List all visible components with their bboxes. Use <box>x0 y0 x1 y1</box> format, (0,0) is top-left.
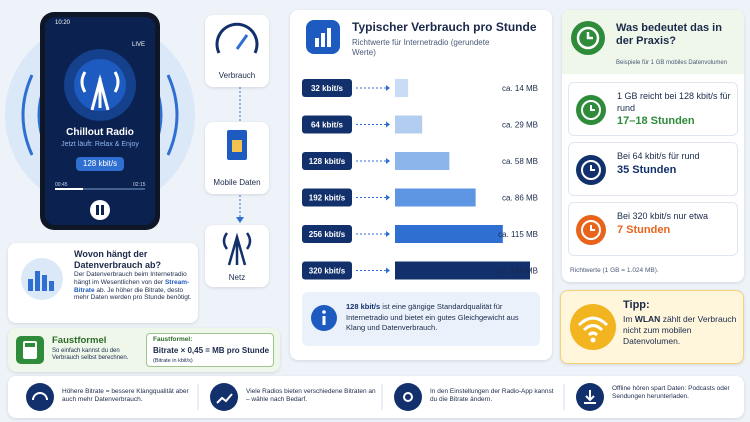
text: ab. Je höher die Bitrate, desto mehr Dat… <box>74 286 192 302</box>
flow-card: Netz <box>205 225 269 287</box>
flow-label: Netz <box>228 273 246 282</box>
now-playing: Jetzt läuft: Relax & Enjoy <box>61 141 139 148</box>
practice-text: Bei 64 kbit/s für rund 35 Stunden <box>617 151 735 177</box>
info-bold: 128 kbit/s <box>346 302 381 311</box>
flow-card: Verbrauch <box>205 15 269 87</box>
arrow-head <box>386 121 390 128</box>
tip-card: Tipp: Im WLAN zählt der Verbrauch nicht … <box>560 290 744 364</box>
rate-pill <box>302 115 352 134</box>
bottom-text: In den Einstellungen der Radio-App kanns… <box>430 388 554 403</box>
clock-icon <box>576 155 606 185</box>
text: Der Datenverbrauch beim Internetradio hä… <box>74 271 187 286</box>
practice-highlight: 35 Stunden <box>617 163 677 176</box>
practice-highlight: 7 Stunden <box>617 223 671 236</box>
practice-title: Was bedeutet das in der Praxis? <box>616 22 722 48</box>
bar <box>395 261 530 280</box>
usage-bars: 32 kbit/s ca. 14 MB 64 kbit/s ca. 29 MB 128 … <box>302 79 538 280</box>
value-label: ca. 86 MB <box>502 194 538 203</box>
time-total: 02:15 <box>133 182 146 188</box>
bar <box>395 225 503 243</box>
arrow-head <box>386 267 390 274</box>
rate-label: 128 kbit/s <box>309 157 346 166</box>
tip-title: Tipp: <box>623 299 650 311</box>
practice-item: Bei 320 kbit/s nur etwa 7 Stunden <box>568 202 738 256</box>
formula-box-title: Faustformel: <box>153 336 193 343</box>
rate-pill <box>302 261 352 280</box>
flow-connectors <box>236 87 244 223</box>
formula-card: Faustformel So einfach kannst du den Ver… <box>8 328 280 372</box>
clock-icon <box>576 95 606 125</box>
flow-label: Mobile Daten <box>213 178 261 187</box>
text: Bei 320 kbit/s nur etwa <box>617 211 709 221</box>
formula-equation: Bitrate × 0,45 = MB pro Stunde <box>153 346 270 355</box>
rate-pill <box>302 188 352 207</box>
formula-note: (Bitrate in kbit/s) <box>153 358 193 364</box>
live-badge: LIVE <box>132 42 146 48</box>
flow-label: Verbrauch <box>218 71 256 80</box>
rate-pill <box>302 79 352 97</box>
bitrate-pill: 128 kbit/s <box>76 157 124 171</box>
text: ist eine gängige Standardqualität für In… <box>346 302 519 332</box>
clock-icon <box>576 215 606 245</box>
phone-illustration <box>5 12 195 230</box>
depends-card: Wovon hängt der Datenverbrauch ab? Der D… <box>8 243 198 323</box>
usage-card: Typischer Verbrauch pro Stunde Richtwert… <box>290 10 552 360</box>
formula-text: So einfach kannst du den Verbrauch selbs… <box>52 348 129 362</box>
practice-highlight: 17–18 Stunden <box>617 115 695 128</box>
bottom-text: Offline hören spart Daten: Podcasts oder… <box>612 385 730 400</box>
usage-subtitle: Richtwerte für Internetradio (gerundete … <box>352 38 490 57</box>
practice-subtitle: Beispiele für 1 GB mobiles Datenvolumen <box>616 60 728 66</box>
depends-title: Wovon hängt der Datenverbrauch ab? <box>74 249 162 270</box>
tip-text: Im WLAN zählt der Verbrauch nicht zum mo… <box>623 314 741 347</box>
value-label: ca. 115 MB <box>498 230 538 239</box>
rate-label: 192 kbit/s <box>309 194 346 203</box>
practice-item: Bei 64 kbit/s für rund 35 Stunden <box>568 142 738 196</box>
practice-text: 1 GB reicht bei 128 kbit/s für rund 17–18… <box>617 91 735 129</box>
value-label: ca. 29 MB <box>502 121 538 130</box>
tip-bold: WLAN <box>634 314 661 324</box>
arrow-head <box>386 194 390 201</box>
flow-card: Mobile Daten <box>205 122 269 194</box>
practice-item: 1 GB reicht bei 128 kbit/s für rund 17–18… <box>568 82 738 136</box>
info-text: 128 kbit/s ist eine gängige Standardqual… <box>346 302 534 334</box>
formula-title: Faustformel <box>52 335 107 346</box>
arrow-head <box>386 85 390 91</box>
rate-pill <box>302 225 352 243</box>
rate-label: 320 kbit/s <box>309 267 346 276</box>
rate-pill <box>302 152 352 170</box>
bottom-text: Viele Radios bieten verschiedene Bitrate… <box>246 388 376 403</box>
text: Im <box>623 314 633 324</box>
practice-card: Was bedeutet das in der Praxis? Beispiel… <box>562 10 744 282</box>
value-label: ca. 144 MB <box>498 267 538 276</box>
info-box: 128 kbit/s ist eine gängige Standardqual… <box>302 292 540 346</box>
text: Bei 64 kbit/s für rund <box>617 151 700 161</box>
highlight: Stream-Bitrate <box>74 278 190 294</box>
depends-text: Der Datenverbrauch beim Internetradio hä… <box>74 271 194 302</box>
rate-label: 32 kbit/s <box>311 84 344 93</box>
rate-label: 256 kbit/s <box>309 230 346 239</box>
arrow-head <box>386 158 390 164</box>
text: 1 GB reicht bei 128 kbit/s für rund <box>617 91 731 113</box>
station-name: Chillout Radio <box>66 127 134 138</box>
practice-footnote: Richtwerte (1 GB = 1.024 MB). <box>570 267 659 274</box>
formula-box: Faustformel: Bitrate × 0,45 = MB pro Stu… <box>146 333 274 367</box>
bottom-bar: Höhere Bitrate = bessere Klangqualität a… <box>8 376 744 418</box>
arrow-head <box>386 231 390 237</box>
time-elapsed: 00:45 <box>55 182 68 188</box>
bottom-text: Höhere Bitrate = bessere Klangqualität a… <box>62 388 189 403</box>
value-label: ca. 14 MB <box>502 84 538 93</box>
value-label: ca. 58 MB <box>502 157 538 166</box>
bar <box>395 79 409 97</box>
text: zählt der Verbrauch nicht zum mobilen Da… <box>623 314 737 347</box>
bar <box>395 188 476 207</box>
bar <box>395 152 450 170</box>
rate-label: 64 kbit/s <box>311 121 344 130</box>
phone-time: 10:20 <box>55 20 71 26</box>
usage-title: Typischer Verbrauch pro Stunde <box>352 20 537 34</box>
practice-text: Bei 320 kbit/s nur etwa 7 Stunden <box>617 211 735 237</box>
bar <box>395 115 423 134</box>
